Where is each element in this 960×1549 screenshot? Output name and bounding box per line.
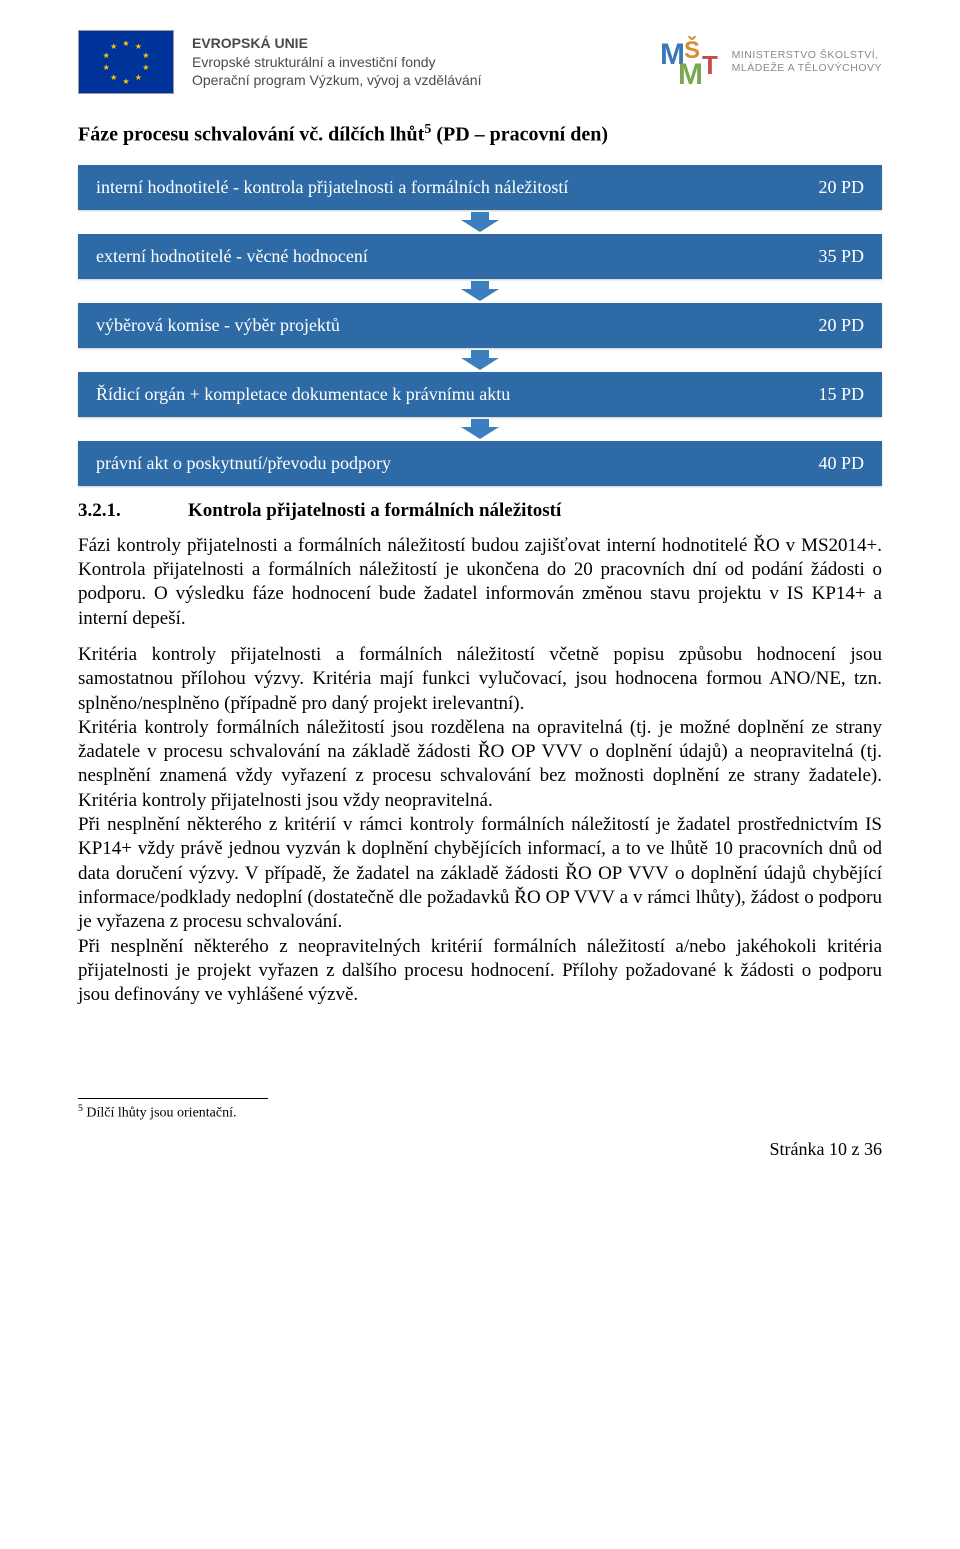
paragraph-4: Při nesplnění některého z kritérií v rám… [78,813,882,935]
footnote-separator [78,1098,268,1099]
header-logos: ★ ★ ★ ★ ★ ★ ★ ★ ★ ★ EVROPSKÁ UNIE Evrops… [78,30,882,94]
flow-step-value: 40 PD [818,453,864,474]
flow-step-label: interní hodnotitelé - kontrola přijateln… [96,177,568,198]
subsection-heading: 3.2.1.Kontrola přijatelnosti a formálníc… [78,500,882,522]
flow-step-label: právní akt o poskytnutí/převodu podpory [96,453,391,474]
flow-step-value: 20 PD [818,315,864,336]
section-title: Fáze procesu schvalování vč. dílčích lhů… [78,122,882,147]
svg-text:T: T [702,50,718,80]
footnote: 5 Dílčí lhůty jsou orientační. [78,1103,882,1122]
flow-arrow-icon [78,212,882,232]
eu-line2: Evropské strukturální a investiční fondy [192,53,481,72]
flow-step-label: výběrová komise - výběr projektů [96,315,340,336]
page-number: Stránka 10 z 36 [78,1139,882,1160]
flow-step-label: externí hodnotitelé - věcné hodnocení [96,246,368,267]
flow-step: právní akt o poskytnutí/převodu podpory 4… [78,441,882,486]
paragraph-2: Kritéria kontroly přijatelnosti a formál… [78,643,882,716]
title-suffix: (PD – pracovní den) [431,124,608,146]
flow-step: interní hodnotitelé - kontrola přijateln… [78,165,882,210]
paragraph-3: Kritéria kontroly formálních náležitostí… [78,716,882,813]
flow-step-value: 15 PD [818,384,864,405]
flow-arrow-icon [78,419,882,439]
msmt-line2: MLÁDEŽE A TĚLOVÝCHOVY [732,62,882,75]
flow-step: Řídicí orgán + kompletace dokumentace k … [78,372,882,417]
eu-text-block: EVROPSKÁ UNIE Evropské strukturální a in… [192,34,481,91]
footnote-text: Dílčí lhůty jsou orientační. [83,1105,237,1120]
eu-line1: EVROPSKÁ UNIE [192,34,481,53]
msmt-logo-icon: M Š M T [658,34,722,90]
subsection-title: Kontrola přijatelnosti a formálních nále… [188,500,561,521]
msmt-line1: MINISTERSTVO ŠKOLSTVÍ, [732,49,882,62]
flow-step-value: 35 PD [818,246,864,267]
paragraph-5: Při nesplnění některého z neopravitelnýc… [78,935,882,1008]
subsection-number: 3.2.1. [78,500,188,522]
flow-step-value: 20 PD [818,177,864,198]
flow-arrow-icon [78,350,882,370]
eu-line3: Operační program Výzkum, vývoj a vzděláv… [192,71,481,90]
svg-text:M: M [678,58,703,90]
flow-step: externí hodnotitelé - věcné hodnocení 35 … [78,234,882,279]
flow-arrow-icon [78,281,882,301]
eu-flag-logo: ★ ★ ★ ★ ★ ★ ★ ★ ★ ★ [78,30,174,94]
process-flow: interní hodnotitelé - kontrola přijateln… [78,165,882,486]
flow-step-label: Řídicí orgán + kompletace dokumentace k … [96,384,510,405]
msmt-block: M Š M T MINISTERSTVO ŠKOLSTVÍ, MLÁDEŽE A… [658,34,882,90]
title-prefix: Fáze procesu schvalování vč. dílčích lhů… [78,124,424,146]
paragraph-1: Fázi kontroly přijatelnosti a formálních… [78,534,882,631]
flow-step: výběrová komise - výběr projektů 20 PD [78,303,882,348]
